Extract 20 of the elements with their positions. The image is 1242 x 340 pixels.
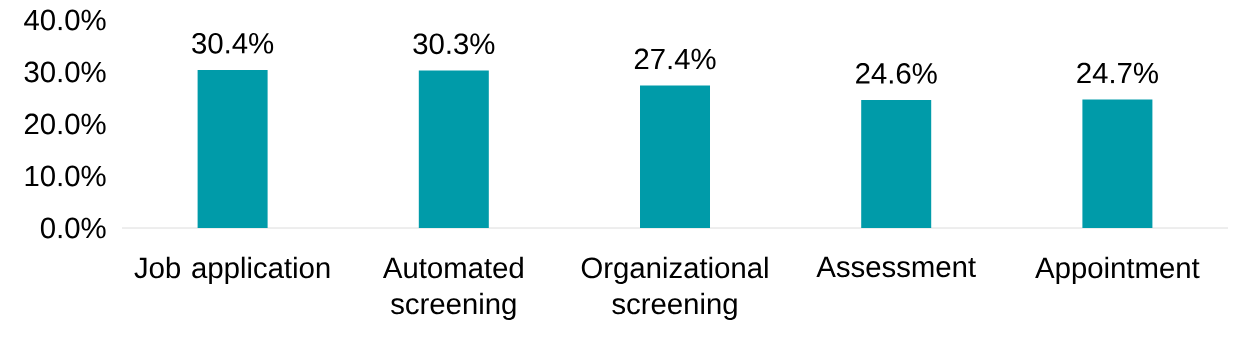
- x-tick-label: Job application: [134, 256, 330, 285]
- x-tick-label: Assessment: [816, 256, 976, 278]
- x-tick-label: Automated screening: [382, 256, 523, 321]
- bar: [197, 69, 268, 228]
- bar: [861, 100, 932, 228]
- y-tick-label: 30.0%: [24, 61, 106, 83]
- data-label: 24.7%: [1077, 62, 1158, 84]
- data-label: 27.4%: [634, 48, 716, 70]
- y-tick-label: 40.0%: [24, 9, 106, 31]
- x-tick-label: Appointment: [1035, 256, 1200, 285]
- bar: [418, 70, 489, 228]
- x-tick-label: Organizational screening: [581, 256, 768, 321]
- bar: [1082, 99, 1153, 228]
- data-label: 30.4%: [192, 32, 274, 54]
- y-tick-label: 0.0%: [40, 217, 106, 239]
- bar: [640, 85, 711, 228]
- y-tick-label: 20.0%: [24, 113, 106, 135]
- y-tick-label: 10.0%: [25, 165, 106, 187]
- data-label: 30.3%: [413, 33, 495, 55]
- data-label: 24.6%: [856, 63, 937, 84]
